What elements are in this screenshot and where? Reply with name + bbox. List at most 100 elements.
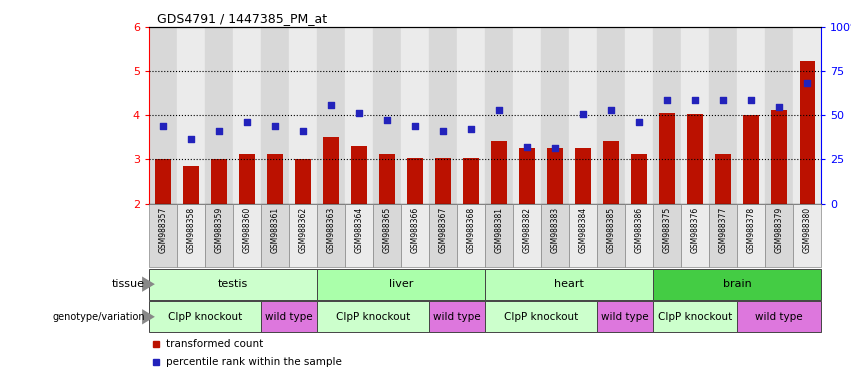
- Point: [408, 123, 422, 129]
- Text: wild type: wild type: [433, 312, 481, 322]
- Bar: [737, 27, 765, 204]
- Point: [240, 119, 254, 125]
- Bar: [149, 269, 317, 300]
- Bar: [317, 27, 345, 204]
- Text: GSM988378: GSM988378: [746, 207, 756, 253]
- Bar: [597, 204, 625, 267]
- Bar: [485, 27, 513, 204]
- Bar: [380, 154, 395, 204]
- Bar: [765, 27, 793, 204]
- Bar: [799, 61, 815, 204]
- Bar: [709, 27, 737, 204]
- Bar: [653, 27, 681, 204]
- Bar: [660, 113, 675, 204]
- Text: GSM988383: GSM988383: [551, 207, 560, 253]
- Bar: [149, 204, 177, 267]
- Point: [660, 97, 674, 103]
- Point: [268, 123, 282, 129]
- Bar: [317, 301, 429, 332]
- Bar: [491, 141, 507, 204]
- Text: GSM988359: GSM988359: [214, 207, 224, 253]
- Bar: [267, 154, 283, 204]
- Bar: [261, 301, 317, 332]
- Point: [156, 123, 169, 129]
- Bar: [793, 27, 821, 204]
- Point: [548, 145, 562, 151]
- Text: GSM988366: GSM988366: [410, 207, 420, 253]
- Text: GSM988367: GSM988367: [438, 207, 448, 253]
- Point: [773, 104, 786, 110]
- Bar: [772, 110, 787, 204]
- Bar: [485, 204, 513, 267]
- Text: GSM988384: GSM988384: [579, 207, 587, 253]
- Point: [520, 144, 534, 150]
- Text: transformed count: transformed count: [166, 339, 263, 349]
- Bar: [183, 166, 198, 204]
- Bar: [463, 159, 479, 204]
- Bar: [547, 148, 563, 204]
- Bar: [737, 204, 765, 267]
- Bar: [513, 204, 541, 267]
- Bar: [716, 154, 731, 204]
- Bar: [744, 115, 759, 204]
- Bar: [211, 159, 226, 204]
- Bar: [485, 269, 654, 300]
- Text: brain: brain: [722, 279, 751, 289]
- Text: GSM988363: GSM988363: [327, 207, 335, 253]
- Text: GSM988375: GSM988375: [663, 207, 671, 253]
- Bar: [681, 27, 709, 204]
- Text: genotype/variation: genotype/variation: [52, 312, 145, 322]
- Point: [604, 107, 618, 113]
- Bar: [429, 301, 485, 332]
- Text: heart: heart: [554, 279, 584, 289]
- Bar: [654, 269, 821, 300]
- Text: GSM988361: GSM988361: [271, 207, 279, 253]
- Bar: [625, 27, 653, 204]
- Bar: [261, 27, 289, 204]
- Bar: [575, 148, 591, 204]
- Bar: [205, 27, 233, 204]
- Point: [437, 127, 450, 134]
- Text: GSM988382: GSM988382: [523, 207, 532, 253]
- Point: [632, 119, 646, 125]
- Text: GSM988368: GSM988368: [466, 207, 476, 253]
- Point: [212, 127, 226, 134]
- Bar: [205, 204, 233, 267]
- Bar: [709, 204, 737, 267]
- Text: testis: testis: [218, 279, 248, 289]
- Bar: [401, 204, 429, 267]
- Text: tissue: tissue: [111, 279, 145, 289]
- Point: [745, 97, 758, 103]
- Point: [296, 127, 310, 134]
- Text: ClpP knockout: ClpP knockout: [658, 312, 733, 322]
- Bar: [233, 204, 261, 267]
- Bar: [233, 27, 261, 204]
- Bar: [631, 154, 647, 204]
- Text: GDS4791 / 1447385_PM_at: GDS4791 / 1447385_PM_at: [157, 12, 328, 25]
- Text: wild type: wild type: [602, 312, 649, 322]
- Text: GSM988360: GSM988360: [243, 207, 251, 253]
- Text: ClpP knockout: ClpP knockout: [336, 312, 410, 322]
- Bar: [541, 204, 569, 267]
- Bar: [519, 148, 534, 204]
- Text: GSM988358: GSM988358: [186, 207, 196, 253]
- Point: [688, 97, 702, 103]
- Point: [801, 80, 814, 86]
- Bar: [149, 27, 177, 204]
- Bar: [569, 204, 597, 267]
- Bar: [569, 27, 597, 204]
- Bar: [597, 301, 654, 332]
- Point: [576, 111, 590, 118]
- Text: ClpP knockout: ClpP knockout: [504, 312, 578, 322]
- Bar: [177, 204, 205, 267]
- Text: GSM988376: GSM988376: [691, 207, 700, 253]
- Text: GSM988385: GSM988385: [607, 207, 615, 253]
- Point: [717, 97, 730, 103]
- Point: [492, 107, 505, 113]
- Point: [380, 117, 394, 123]
- Bar: [681, 204, 709, 267]
- Text: GSM988381: GSM988381: [494, 207, 504, 253]
- Bar: [597, 27, 625, 204]
- Bar: [654, 301, 737, 332]
- Bar: [239, 154, 254, 204]
